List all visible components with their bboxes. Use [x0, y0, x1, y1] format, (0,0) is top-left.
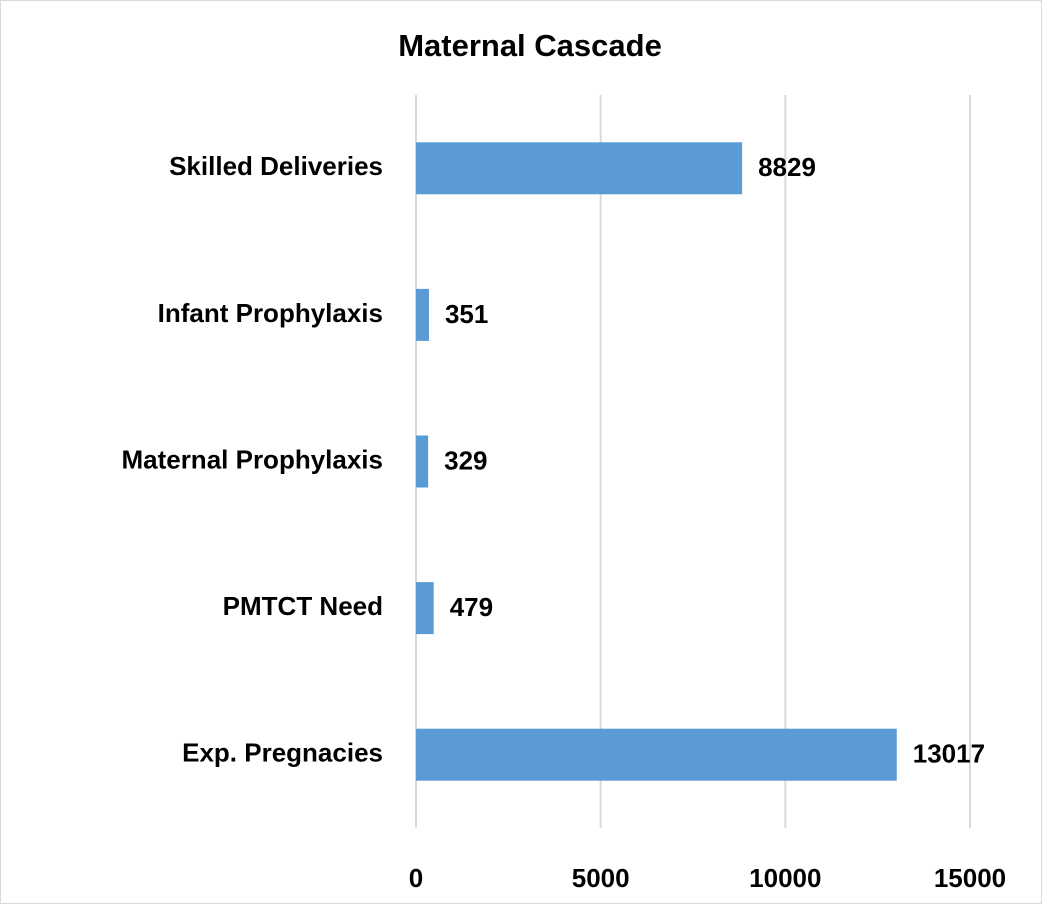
data-label: 329 — [444, 445, 487, 475]
y-tick-label: Exp. Pregnacies — [182, 738, 383, 768]
x-tick-label: 10000 — [749, 863, 821, 893]
y-tick-label: PMTCT Need — [223, 591, 383, 621]
data-label: 479 — [450, 592, 493, 622]
y-tick-label: Skilled Deliveries — [169, 151, 383, 181]
data-label: 8829 — [758, 152, 816, 182]
data-label: 13017 — [913, 739, 985, 769]
bar — [416, 582, 434, 635]
bar — [416, 288, 429, 341]
x-tick-label: 0 — [409, 863, 423, 893]
bar — [416, 728, 897, 781]
x-tick-label: 5000 — [572, 863, 630, 893]
chart-title: Maternal Cascade — [398, 28, 662, 63]
data-label: 351 — [445, 299, 488, 329]
bar — [416, 142, 743, 195]
y-tick-label: Maternal Prophylaxis — [121, 444, 383, 474]
bar — [416, 435, 429, 488]
x-tick-label: 15000 — [934, 863, 1006, 893]
y-tick-label: Infant Prophylaxis — [158, 298, 383, 328]
